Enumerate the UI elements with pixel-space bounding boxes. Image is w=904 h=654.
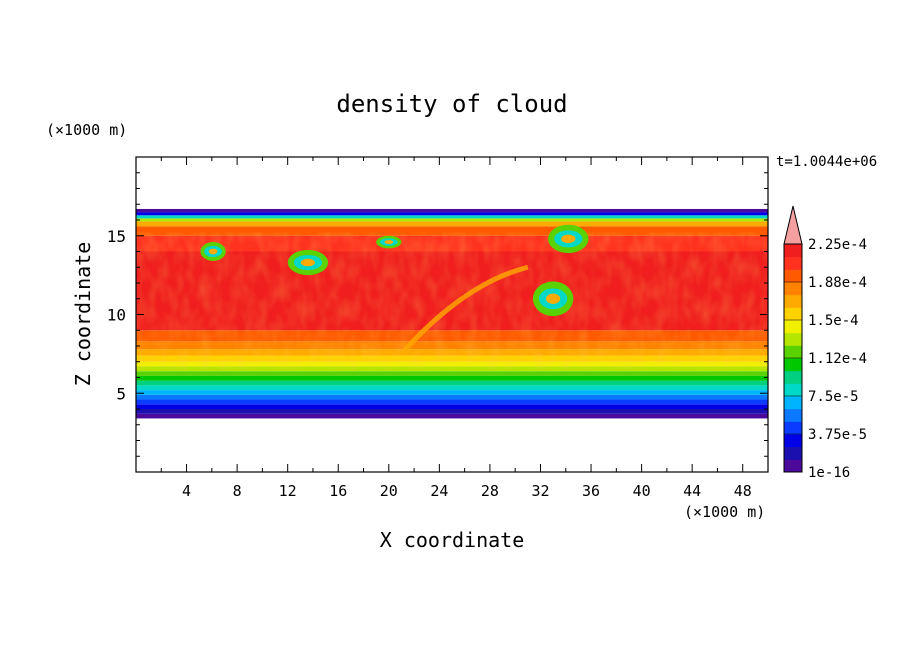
- colorbar-swatch-10: [784, 332, 802, 346]
- colorbar-label-3: 1.12e-4: [808, 351, 867, 367]
- density-band-2: [136, 404, 768, 409]
- density-band-22: [136, 212, 768, 216]
- density-band-19: [136, 221, 768, 227]
- density-band-6: [136, 385, 768, 391]
- colorbar-swatch-17: [784, 244, 802, 258]
- density-band-0: [136, 413, 768, 419]
- eddy-0: [200, 242, 226, 261]
- colorbar-swatch-3: [784, 421, 802, 435]
- time-label: t=1.0044e+06: [776, 154, 877, 170]
- density-band-4: [136, 394, 768, 400]
- turbulence-texture: [136, 232, 768, 370]
- colorbar-swatch-7: [784, 370, 802, 384]
- colorbar-label-0: 1e-16: [808, 465, 850, 481]
- colorbar-swatch-14: [784, 282, 802, 296]
- x-ticks: 4 8 12 16 20 24 28 32 36 40 44 48: [160, 157, 752, 500]
- colorbar-label-4: 1.5e-4: [808, 313, 859, 329]
- density-band-18: [136, 226, 768, 236]
- x-tick-label-6: 28: [481, 482, 499, 500]
- eddy-1: [287, 249, 329, 276]
- x-tick-label-2: 12: [279, 482, 297, 500]
- x-tick-label-4: 20: [380, 482, 398, 500]
- density-band-9: [136, 371, 768, 376]
- colorbar-label-5: 1.88e-4: [808, 275, 867, 291]
- y-tick-label-0: 5: [116, 384, 126, 403]
- y-ticks: 5 10 15: [107, 172, 768, 457]
- y-unit-label: (×1000 m): [46, 121, 127, 139]
- x-tick-label-1: 8: [233, 482, 242, 500]
- density-band-21: [136, 215, 768, 219]
- x-tick-label-3: 16: [329, 482, 347, 500]
- colorbar-label-2: 7.5e-5: [808, 389, 859, 405]
- colorbar-extend-arrow: [783, 205, 803, 245]
- eddy-3: [548, 224, 589, 254]
- density-band-20: [136, 218, 768, 222]
- colorbar-swatch-11: [784, 320, 802, 334]
- density-band-5: [136, 390, 768, 395]
- colorbar-swatch-0: [784, 459, 802, 473]
- x-tick-label-0: 4: [182, 482, 191, 500]
- density-band-3: [136, 399, 768, 405]
- chart-title: density of cloud: [336, 90, 567, 118]
- x-tick-label-10: 44: [683, 482, 701, 500]
- colorbar-swatch-6: [784, 383, 802, 397]
- eddy-4: [532, 281, 574, 317]
- colorbar-label-6: 2.25e-4: [808, 237, 867, 253]
- y-axis-label: Z coordinate: [71, 242, 95, 387]
- x-tick-label-9: 40: [633, 482, 651, 500]
- x-tick-label-11: 48: [734, 482, 752, 500]
- x-tick-label-8: 36: [582, 482, 600, 500]
- colorbar-swatch-12: [784, 307, 802, 321]
- density-band-7: [136, 380, 768, 386]
- y-tick-label-2: 15: [107, 227, 126, 246]
- colorbar-swatch-1: [784, 446, 802, 460]
- colorbar-swatch-8: [784, 358, 802, 372]
- density-band-23: [136, 208, 768, 213]
- colorbar-swatch-4: [784, 408, 802, 422]
- filament: [399, 264, 529, 356]
- x-tick-label-5: 24: [430, 482, 448, 500]
- y-tick-label-1: 10: [107, 306, 126, 325]
- colorbar-swatch-16: [784, 256, 802, 270]
- colorbar: 1e-16 3.75e-5 7.5e-5 1.12e-4 1.5e-4 1.88e-4 2.…: [783, 205, 867, 481]
- colorbar-swatch-15: [784, 269, 802, 283]
- density-band-8: [136, 375, 768, 381]
- density-field: [136, 208, 768, 419]
- colorbar-swatch-13: [784, 294, 802, 308]
- eddy-2: [376, 235, 402, 249]
- x-axis-label: X coordinate: [380, 528, 525, 552]
- colorbar-label-1: 3.75e-5: [808, 427, 867, 443]
- colorbar-swatch-5: [784, 396, 802, 410]
- colorbar-swatch-9: [784, 345, 802, 359]
- x-unit-label: (×1000 m): [684, 503, 765, 521]
- colorbar-swatch-2: [784, 434, 802, 448]
- x-tick-label-7: 32: [531, 482, 549, 500]
- density-band-1: [136, 409, 768, 414]
